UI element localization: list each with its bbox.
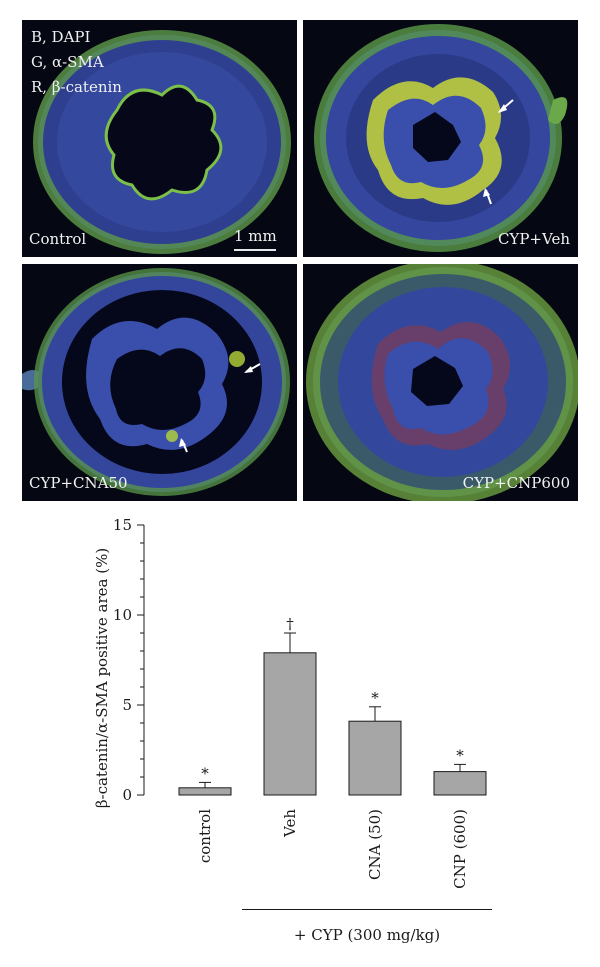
y-tick-label: 15 bbox=[113, 516, 132, 534]
bladder-section-image bbox=[22, 268, 290, 496]
category-label: control bbox=[196, 809, 214, 863]
panel-label-cyp-cna50: CYP+CNA50 bbox=[29, 474, 128, 492]
legend-alpha-sma: G, α-SMA bbox=[31, 53, 104, 71]
panel-cyp-veh: CYP+Veh bbox=[303, 20, 578, 257]
legend-beta-catenin: R, β-catenin bbox=[31, 78, 122, 96]
y-tick-label: 0 bbox=[122, 786, 132, 804]
bars bbox=[178, 632, 487, 796]
significance-marker: † bbox=[286, 615, 294, 633]
bar-chart: 0 5 10 15 * control † Veh * CNA (50) * CNP (600) β… bbox=[93, 516, 487, 889]
significance-marker: * bbox=[201, 764, 209, 782]
panel-cyp-cna50: CYP+CNA50 bbox=[22, 264, 297, 501]
y-tick-label: 10 bbox=[113, 606, 132, 624]
panel-label-cyp-veh: CYP+Veh bbox=[497, 230, 570, 248]
labels: * control † Veh * CNA (50) * CNP (600) bbox=[196, 615, 469, 889]
legend-dapi: B, DAPI bbox=[31, 28, 91, 46]
axes: 0 5 10 15 bbox=[113, 516, 145, 804]
bar bbox=[348, 720, 402, 796]
category-label: CNA (50) bbox=[366, 809, 384, 880]
bladder-section-image bbox=[33, 30, 291, 254]
scale-bar-label: 1 mm bbox=[234, 227, 277, 245]
significance-marker: * bbox=[456, 746, 464, 764]
bar bbox=[433, 771, 487, 796]
category-label: CNP (600) bbox=[451, 809, 469, 889]
bladder-section-image bbox=[314, 24, 568, 252]
panel-control: B, DAPI G, α-SMA R, β-catenin 1 mm Contr… bbox=[22, 20, 297, 257]
category-label: Veh bbox=[281, 809, 299, 838]
scale-bar bbox=[234, 249, 276, 251]
bladder-section-image bbox=[306, 264, 578, 501]
bar bbox=[263, 652, 317, 796]
panel-cyp-cnp600: CYP+CNP600 bbox=[303, 264, 578, 501]
y-tick-label: 5 bbox=[122, 696, 132, 714]
y-axis-label: β-catenin/α-SMA positive area (%) bbox=[93, 548, 111, 808]
panel-label-cyp-cnp600: CYP+CNP600 bbox=[462, 474, 570, 492]
significance-marker: * bbox=[371, 689, 379, 707]
cyp-group-caption: + CYP (300 mg/kg) bbox=[293, 926, 441, 944]
cyp-group-line bbox=[242, 909, 492, 910]
panel-label-control: Control bbox=[29, 230, 87, 248]
bar bbox=[178, 787, 232, 796]
